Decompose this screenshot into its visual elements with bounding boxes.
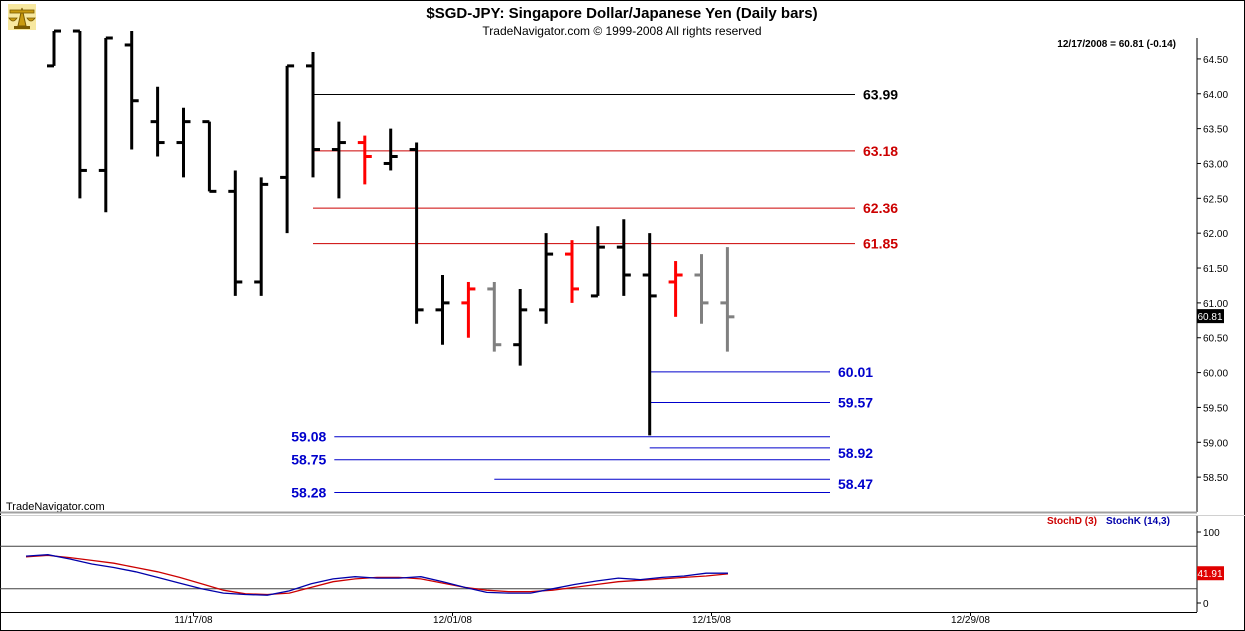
price-axis: 64.50 64.00 63.50 63.00 62.50 62.00 61.50 61.00… <box>1197 55 1228 484</box>
stoch-last-label: 41.91 <box>1197 569 1222 580</box>
price-tick-label: 61.00 <box>1203 299 1228 310</box>
price-tick-label: 61.50 <box>1203 264 1228 275</box>
ohlc-bar <box>590 226 605 298</box>
level-label: 58.28 <box>291 484 326 500</box>
logo <box>8 4 36 30</box>
ohlc-bar <box>409 142 424 324</box>
level-label: 59.08 <box>291 429 326 445</box>
stoch-k-line <box>25 554 728 596</box>
price-tick-label: 60.00 <box>1203 369 1228 380</box>
ohlc-bars <box>47 29 735 436</box>
ohlc-bar <box>668 261 683 317</box>
level-label: 58.47 <box>838 476 873 492</box>
ohlc-bar <box>565 240 579 303</box>
ohlc-bar <box>513 288 528 366</box>
date-tick-label: 12/01/08 <box>433 615 472 626</box>
price-tick-label: 58.50 <box>1203 473 1228 484</box>
ohlc-bar <box>616 219 631 296</box>
ohlc-bar <box>306 51 320 178</box>
price-tick-label: 64.00 <box>1203 90 1228 101</box>
level-lines: 63.99 63.18 62.36 61.85 60.01 59.57 59.08 58.92… <box>291 86 898 500</box>
ohlc-bar <box>461 281 476 338</box>
chart-title: $SGD-JPY: Singapore Dollar/Japanese Yen … <box>426 5 817 22</box>
stoch-tick-label: 0 <box>1203 599 1209 610</box>
watermark: TradeNavigator.com <box>6 501 105 513</box>
ohlc-bar <box>539 233 554 324</box>
stoch-legend: StochD (3) StochK (14,3) <box>1047 516 1170 527</box>
last-price-label: 60.81 <box>1197 312 1222 323</box>
ohlc-bar <box>72 29 87 199</box>
price-tick-label: 62.00 <box>1203 229 1228 240</box>
ohlc-bar <box>176 107 191 178</box>
ohlc-bar <box>150 86 165 157</box>
ohlc-bar <box>280 64 295 234</box>
price-tick-label: 59.50 <box>1203 403 1228 414</box>
stoch-last-marker: 41.91 <box>1197 566 1224 581</box>
price-tick-label: 59.00 <box>1203 438 1228 449</box>
level-label: 61.85 <box>863 236 898 252</box>
stochastic-panel: StochD (3) StochK (14,3) 100 0 41.91 <box>0 516 1224 612</box>
price-tick-label: 63.50 <box>1203 125 1228 136</box>
ohlc-bar <box>47 29 61 68</box>
level-label: 59.57 <box>838 395 873 411</box>
stoch-series <box>25 554 729 596</box>
ohlc-bar <box>720 247 735 352</box>
last-price-box <box>1197 309 1224 324</box>
level-label: 58.92 <box>838 445 873 461</box>
ohlc-bar <box>487 281 502 352</box>
date-tick-label: 12/15/08 <box>692 615 731 626</box>
stoch-tick-label: 100 <box>1203 528 1220 539</box>
ohlc-bar <box>124 31 139 150</box>
level-label: 62.36 <box>863 200 898 216</box>
price-tick-label: 63.00 <box>1203 159 1228 170</box>
stoch-axis: 100 0 <box>1197 528 1220 610</box>
level-label: 63.18 <box>863 143 898 159</box>
ohlc-bar <box>254 177 269 296</box>
price-tick-label: 60.50 <box>1203 334 1228 345</box>
last-price-marker: 60.81 <box>1197 309 1224 324</box>
ohlc-bar <box>98 36 113 213</box>
last-quote: 12/17/2008 = 60.81 (-0.14) <box>1057 39 1176 50</box>
ohlc-bar <box>694 254 709 324</box>
ohlc-bar <box>383 128 398 171</box>
level-label: 60.01 <box>838 364 873 380</box>
price-tick-label: 64.50 <box>1203 55 1228 66</box>
date-axis: 11/17/08 12/01/08 12/15/08 12/29/08 <box>174 612 990 626</box>
stoch-d-line <box>25 554 729 596</box>
stoch-k-legend: StochK (14,3) <box>1106 516 1170 527</box>
stoch-last-box <box>1197 566 1224 581</box>
date-tick-label: 11/17/08 <box>174 615 213 626</box>
ohlc-bar <box>357 135 372 185</box>
ohlc-bar <box>331 121 346 199</box>
copyright: TradeNavigator.com © 1999-2008 All right… <box>482 24 761 38</box>
ohlc-bar <box>435 275 450 345</box>
ohlc-bar <box>202 120 217 193</box>
stoch-d-legend: StochD (3) <box>1047 516 1097 527</box>
price-panel: 12/17/2008 = 60.81 (-0.14) TradeNavigato… <box>6 29 1228 513</box>
level-label: 58.75 <box>291 452 326 468</box>
level-label: 63.99 <box>863 86 898 102</box>
date-tick-label: 12/29/08 <box>951 615 990 626</box>
ohlc-bar <box>228 170 243 296</box>
ohlc-bar <box>642 233 657 436</box>
price-tick-label: 62.50 <box>1203 194 1228 205</box>
trading-scale-icon <box>8 4 36 30</box>
